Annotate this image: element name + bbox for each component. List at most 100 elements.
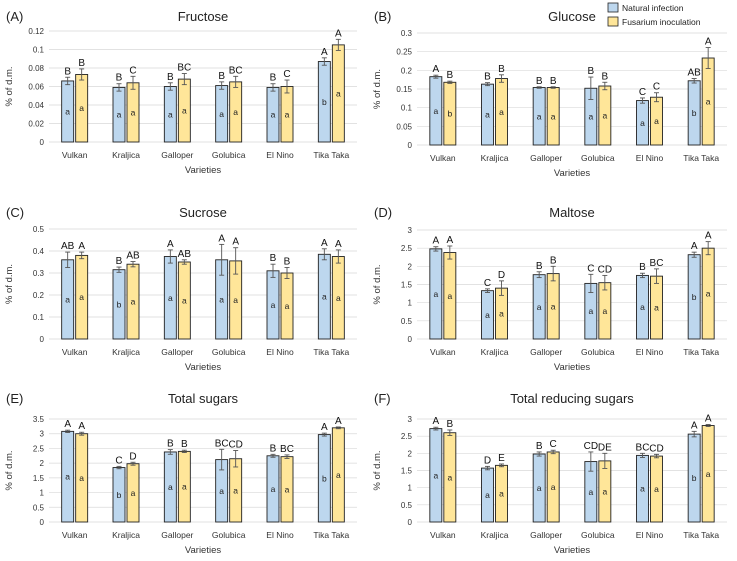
group-letter: B bbox=[78, 58, 85, 69]
category-label: Kraljica bbox=[481, 347, 509, 357]
bar-inner-letter: a bbox=[551, 111, 556, 121]
bar-inner-letter: a bbox=[640, 302, 645, 312]
group-letter: A bbox=[335, 416, 342, 427]
group-letter: A bbox=[167, 239, 174, 250]
group-letter: D bbox=[498, 270, 505, 281]
bar-inner-letter: b bbox=[322, 473, 327, 483]
y-axis-label: % of d.m. bbox=[372, 264, 383, 304]
bar-inner-letter: a bbox=[551, 482, 556, 492]
category-label: El Nino bbox=[636, 347, 664, 357]
category-label: Vulkan bbox=[430, 153, 456, 163]
bar-inner-letter: a bbox=[706, 97, 711, 107]
bar-inner-letter: a bbox=[588, 306, 593, 316]
group-letter: CD bbox=[584, 441, 598, 452]
bar-inner-letter: a bbox=[233, 485, 238, 495]
y-tick-label: 1.5 bbox=[33, 474, 45, 483]
bar-inner-letter: a bbox=[65, 472, 70, 482]
y-tick-label: 0 bbox=[40, 335, 45, 344]
legend: Natural infection Fusarium inoculation bbox=[607, 2, 701, 27]
bar-inner-letter: b bbox=[692, 108, 697, 118]
y-tick-label: 2 bbox=[408, 262, 413, 271]
group-letter: D bbox=[129, 451, 136, 462]
y-tick-label: 0.1 bbox=[401, 104, 413, 113]
category-label: Kraljica bbox=[481, 153, 509, 163]
y-axis-label: % of d.m. bbox=[372, 450, 383, 490]
y-tick-label: 2 bbox=[40, 459, 45, 468]
y-tick-label: 0 bbox=[408, 141, 413, 150]
bar-inner-letter: a bbox=[131, 107, 136, 117]
bar-inner-letter: a bbox=[117, 110, 122, 120]
category-label: Galloper bbox=[530, 530, 562, 540]
category-label: Golubica bbox=[212, 530, 246, 540]
category-label: Vulkan bbox=[430, 347, 456, 357]
group-letter: B bbox=[284, 257, 291, 268]
bar-inner-letter: a bbox=[447, 472, 452, 482]
bar-inner-letter: b bbox=[447, 109, 452, 119]
group-letter: CD bbox=[598, 264, 612, 275]
y-tick-label: 0.3 bbox=[33, 269, 45, 278]
y-tick-label: 0.2 bbox=[33, 291, 45, 300]
y-tick-label: 0.15 bbox=[396, 85, 412, 94]
y-tick-label: 0 bbox=[408, 335, 413, 344]
y-tick-label: 0.04 bbox=[28, 101, 44, 110]
group-letter: A bbox=[432, 416, 439, 427]
bar-inner-letter: a bbox=[706, 289, 711, 299]
category-label: Kraljica bbox=[481, 530, 509, 540]
group-letter: B bbox=[181, 439, 188, 450]
group-letter: A bbox=[64, 419, 71, 430]
bar-inner-letter: a bbox=[499, 489, 504, 499]
group-letter: A bbox=[321, 238, 328, 249]
bar-inner-letter: a bbox=[168, 109, 173, 119]
panel-label: (B) bbox=[374, 9, 391, 24]
bar-inner-letter: a bbox=[271, 484, 276, 494]
y-tick-label: 0.25 bbox=[396, 48, 412, 57]
bar-inner-letter: a bbox=[65, 294, 70, 304]
y-tick-label: 1 bbox=[40, 489, 45, 498]
group-letter: C bbox=[484, 278, 491, 289]
bar-inner-letter: a bbox=[485, 110, 490, 120]
bar-inner-letter: a bbox=[65, 106, 70, 116]
group-letter: CD bbox=[649, 443, 663, 454]
chart-panel: (F) Total reducing sugars 0 0.5 1 1.5 2 2.5 3 % o… bbox=[372, 391, 727, 556]
category-label: Golubica bbox=[212, 150, 246, 160]
y-tick-label: 1 bbox=[408, 484, 413, 493]
category-label: Tika Taka bbox=[683, 347, 719, 357]
bar-inner-letter: a bbox=[233, 295, 238, 305]
y-tick-label: 0.4 bbox=[33, 247, 45, 256]
bar-inner-letter: a bbox=[219, 486, 224, 496]
y-tick-label: 0 bbox=[408, 518, 413, 527]
bar-inner-letter: a bbox=[131, 488, 136, 498]
x-axis-label: Varieties bbox=[554, 168, 591, 179]
y-tick-label: 0.12 bbox=[28, 27, 44, 36]
group-letter: C bbox=[587, 263, 594, 274]
y-tick-label: 1 bbox=[408, 299, 413, 308]
bar-inner-letter: a bbox=[336, 470, 341, 480]
y-tick-label: 0.5 bbox=[401, 317, 413, 326]
group-letter: BC bbox=[177, 63, 191, 74]
category-label: El Nino bbox=[636, 153, 664, 163]
group-letter: B bbox=[270, 73, 277, 84]
y-tick-label: 2.5 bbox=[401, 432, 413, 441]
group-letter: B bbox=[218, 71, 225, 82]
group-letter: C bbox=[639, 87, 646, 98]
y-tick-label: 0 bbox=[40, 518, 45, 527]
category-label: Tika Taka bbox=[313, 150, 349, 160]
category-label: Kraljica bbox=[112, 530, 140, 540]
panel-label: (A) bbox=[6, 9, 23, 24]
group-letter: A bbox=[705, 37, 712, 48]
chart-panel: (D) Maltose 0 0.5 1 1.5 2 2.5 3 % of d.m. Varietie… bbox=[372, 205, 727, 373]
category-label: Vulkan bbox=[430, 530, 456, 540]
category-label: El Nino bbox=[266, 150, 294, 160]
bar-inner-letter: a bbox=[219, 109, 224, 119]
bar-inner-letter: a bbox=[168, 293, 173, 303]
group-letter: BC bbox=[280, 444, 294, 455]
y-tick-label: 0.02 bbox=[28, 120, 44, 129]
group-letter: B bbox=[536, 261, 543, 272]
group-letter: A bbox=[218, 233, 225, 244]
group-letter: B bbox=[446, 70, 453, 81]
group-letter: CD bbox=[228, 439, 242, 450]
chart-title: Sucrose bbox=[179, 205, 227, 220]
group-letter: B bbox=[587, 66, 594, 77]
category-label: Golubica bbox=[212, 347, 246, 357]
bar-inner-letter: a bbox=[588, 112, 593, 122]
